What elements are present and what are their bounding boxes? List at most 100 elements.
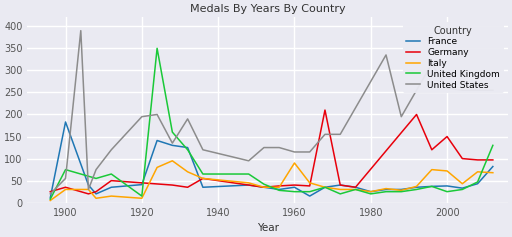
United Kingdom	[490, 144, 496, 147]
Italy	[337, 188, 344, 191]
United Kingdom	[154, 47, 160, 50]
Italy	[108, 195, 114, 197]
Title: Medals By Years By Country: Medals By Years By Country	[190, 4, 346, 14]
Germany	[490, 159, 496, 161]
Germany	[261, 186, 267, 189]
United Kingdom	[398, 190, 404, 193]
France	[398, 188, 404, 191]
Germany	[86, 192, 92, 195]
United States	[322, 133, 328, 136]
United Kingdom	[169, 131, 176, 133]
United Kingdom	[47, 198, 53, 201]
France	[322, 186, 328, 189]
United Kingdom	[368, 192, 374, 195]
Italy	[169, 159, 176, 162]
France	[383, 188, 389, 191]
France	[261, 186, 267, 189]
United States	[154, 113, 160, 116]
United States	[383, 54, 389, 56]
United Kingdom	[383, 190, 389, 193]
Italy	[307, 182, 313, 184]
United Kingdom	[139, 195, 145, 197]
France	[368, 190, 374, 193]
Line: France: France	[50, 122, 493, 198]
France	[200, 186, 206, 189]
Italy	[444, 169, 450, 172]
United Kingdom	[246, 173, 252, 175]
France	[246, 184, 252, 187]
Germany	[184, 186, 190, 189]
Germany	[62, 186, 69, 189]
France	[62, 121, 69, 123]
United Kingdom	[62, 168, 69, 171]
United States	[169, 142, 176, 145]
France	[139, 183, 145, 186]
United Kingdom	[93, 177, 99, 180]
United States	[490, 89, 496, 92]
United States	[444, 87, 450, 89]
France	[475, 182, 481, 185]
United Kingdom	[429, 185, 435, 188]
France	[291, 186, 297, 189]
United Kingdom	[291, 190, 297, 193]
United Kingdom	[475, 181, 481, 183]
United Kingdom	[200, 173, 206, 175]
Germany	[414, 113, 420, 116]
Germany	[200, 177, 206, 180]
Italy	[429, 168, 435, 171]
Germany	[459, 157, 465, 160]
France	[414, 186, 420, 189]
United States	[475, 89, 481, 92]
United States	[139, 115, 145, 118]
Germany	[108, 179, 114, 182]
Germany	[475, 159, 481, 161]
France	[337, 184, 344, 187]
United Kingdom	[352, 188, 358, 191]
United States	[93, 168, 99, 171]
Italy	[490, 171, 496, 174]
United States	[47, 192, 53, 195]
Italy	[383, 187, 389, 190]
Germany	[352, 186, 358, 189]
United States	[459, 89, 465, 92]
Legend: France, Germany, Italy, United Kingdom, United States: France, Germany, Italy, United Kingdom, …	[403, 22, 504, 93]
United States	[291, 150, 297, 153]
France	[490, 165, 496, 168]
France	[86, 184, 92, 187]
United Kingdom	[108, 173, 114, 175]
France	[429, 185, 435, 188]
Line: United Kingdom: United Kingdom	[50, 48, 493, 199]
Germany	[47, 190, 53, 193]
United Kingdom	[322, 186, 328, 189]
United States	[307, 150, 313, 153]
Italy	[62, 188, 69, 191]
Line: Italy: Italy	[50, 161, 493, 201]
United Kingdom	[276, 189, 282, 192]
Line: Germany: Germany	[50, 110, 493, 194]
Germany	[169, 184, 176, 187]
France	[169, 144, 176, 147]
Germany	[276, 185, 282, 187]
Italy	[368, 190, 374, 193]
Italy	[246, 182, 252, 184]
Italy	[398, 189, 404, 192]
United States	[86, 188, 92, 191]
Italy	[93, 197, 99, 200]
United Kingdom	[307, 190, 313, 193]
Germany	[93, 190, 99, 193]
France	[307, 195, 313, 197]
France	[444, 185, 450, 187]
France	[47, 196, 53, 199]
United States	[108, 148, 114, 151]
United States	[184, 118, 190, 120]
Italy	[261, 186, 267, 189]
Germany	[444, 135, 450, 138]
Italy	[276, 186, 282, 189]
France	[459, 187, 465, 190]
United States	[78, 29, 84, 32]
X-axis label: Year: Year	[257, 223, 279, 233]
Italy	[86, 188, 92, 191]
Germany	[337, 184, 344, 187]
United States	[246, 159, 252, 162]
United States	[261, 146, 267, 149]
